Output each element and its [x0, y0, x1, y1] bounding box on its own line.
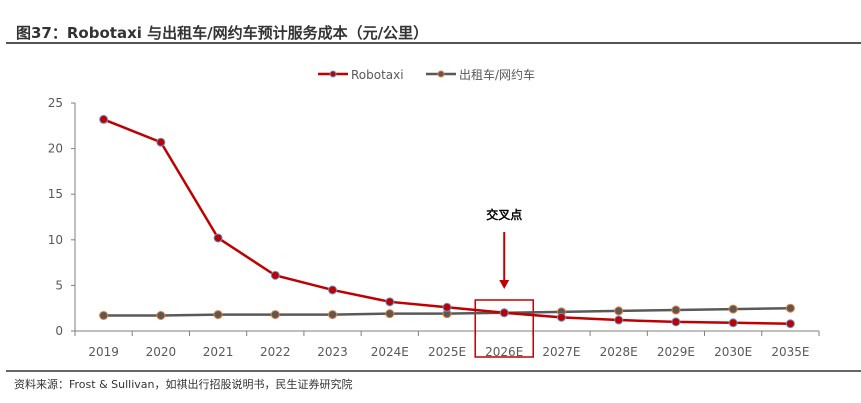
- data-point-robotaxi: [328, 285, 338, 295]
- crossover-label: 交叉点: [486, 207, 522, 222]
- x-tick-label: 2023: [317, 345, 348, 359]
- y-tick-label: 5: [55, 278, 63, 292]
- data-point-robotaxi: [785, 319, 795, 329]
- x-tick-label: 2025E: [428, 345, 466, 359]
- data-point-robotaxi: [213, 233, 223, 243]
- y-tick-label: 0: [55, 324, 63, 338]
- x-tick-label: 2019: [88, 345, 119, 359]
- data-point-robotaxi: [385, 297, 395, 307]
- x-tick-label: 2022: [260, 345, 291, 359]
- x-tick-label: 2026E: [485, 345, 523, 359]
- data-point-robotaxi: [728, 318, 738, 328]
- x-tick-label: 2024E: [371, 345, 409, 359]
- crossover-arrowhead: [499, 280, 510, 289]
- x-tick-label: 2020: [146, 345, 177, 359]
- y-tick-label: 10: [48, 233, 63, 247]
- data-point-taxi: [99, 310, 109, 320]
- data-point-taxi: [270, 310, 280, 320]
- legend-label: 出租车/网约车: [459, 67, 535, 82]
- data-point-taxi: [614, 306, 624, 316]
- data-point-taxi: [328, 310, 338, 320]
- figure-title: 图37：Robotaxi 与出租车/网约车预计服务成本（元/公里）: [16, 24, 429, 42]
- x-tick-label: 2028E: [600, 345, 638, 359]
- data-point-taxi: [385, 309, 395, 319]
- legend-marker: [329, 70, 337, 78]
- crossover-highlight-box: [474, 299, 534, 358]
- legend-label: Robotaxi: [351, 68, 404, 82]
- series-line-robotaxi: [103, 118, 791, 325]
- data-point-taxi: [156, 310, 166, 320]
- data-point-taxi: [213, 310, 223, 320]
- x-tick-label: 2027E: [542, 345, 580, 359]
- data-point-robotaxi: [499, 308, 509, 318]
- data-point-robotaxi: [671, 317, 681, 327]
- title-divider: [6, 42, 861, 44]
- data-point-robotaxi: [442, 302, 452, 312]
- data-point-robotaxi: [99, 114, 109, 124]
- data-point-taxi: [671, 305, 681, 315]
- data-point-taxi: [728, 304, 738, 314]
- data-point-robotaxi: [614, 315, 624, 325]
- y-tick-label: 20: [48, 142, 63, 156]
- y-tick-label: 15: [48, 187, 63, 201]
- data-point-taxi: [785, 303, 795, 313]
- x-tick-label: 2035E: [771, 345, 809, 359]
- source-divider: [6, 370, 861, 372]
- x-tick-label: 2030E: [714, 345, 752, 359]
- y-tick-label: 25: [48, 96, 63, 110]
- data-point-robotaxi: [156, 137, 166, 147]
- x-tick-label: 2029E: [657, 345, 695, 359]
- source-note: 资料来源：Frost & Sullivan，如祺出行招股说明书，民生证券研究院: [14, 378, 353, 391]
- data-point-robotaxi: [270, 270, 280, 280]
- data-point-robotaxi: [556, 312, 566, 322]
- legend-marker: [437, 70, 445, 78]
- x-tick-label: 2021: [203, 345, 234, 359]
